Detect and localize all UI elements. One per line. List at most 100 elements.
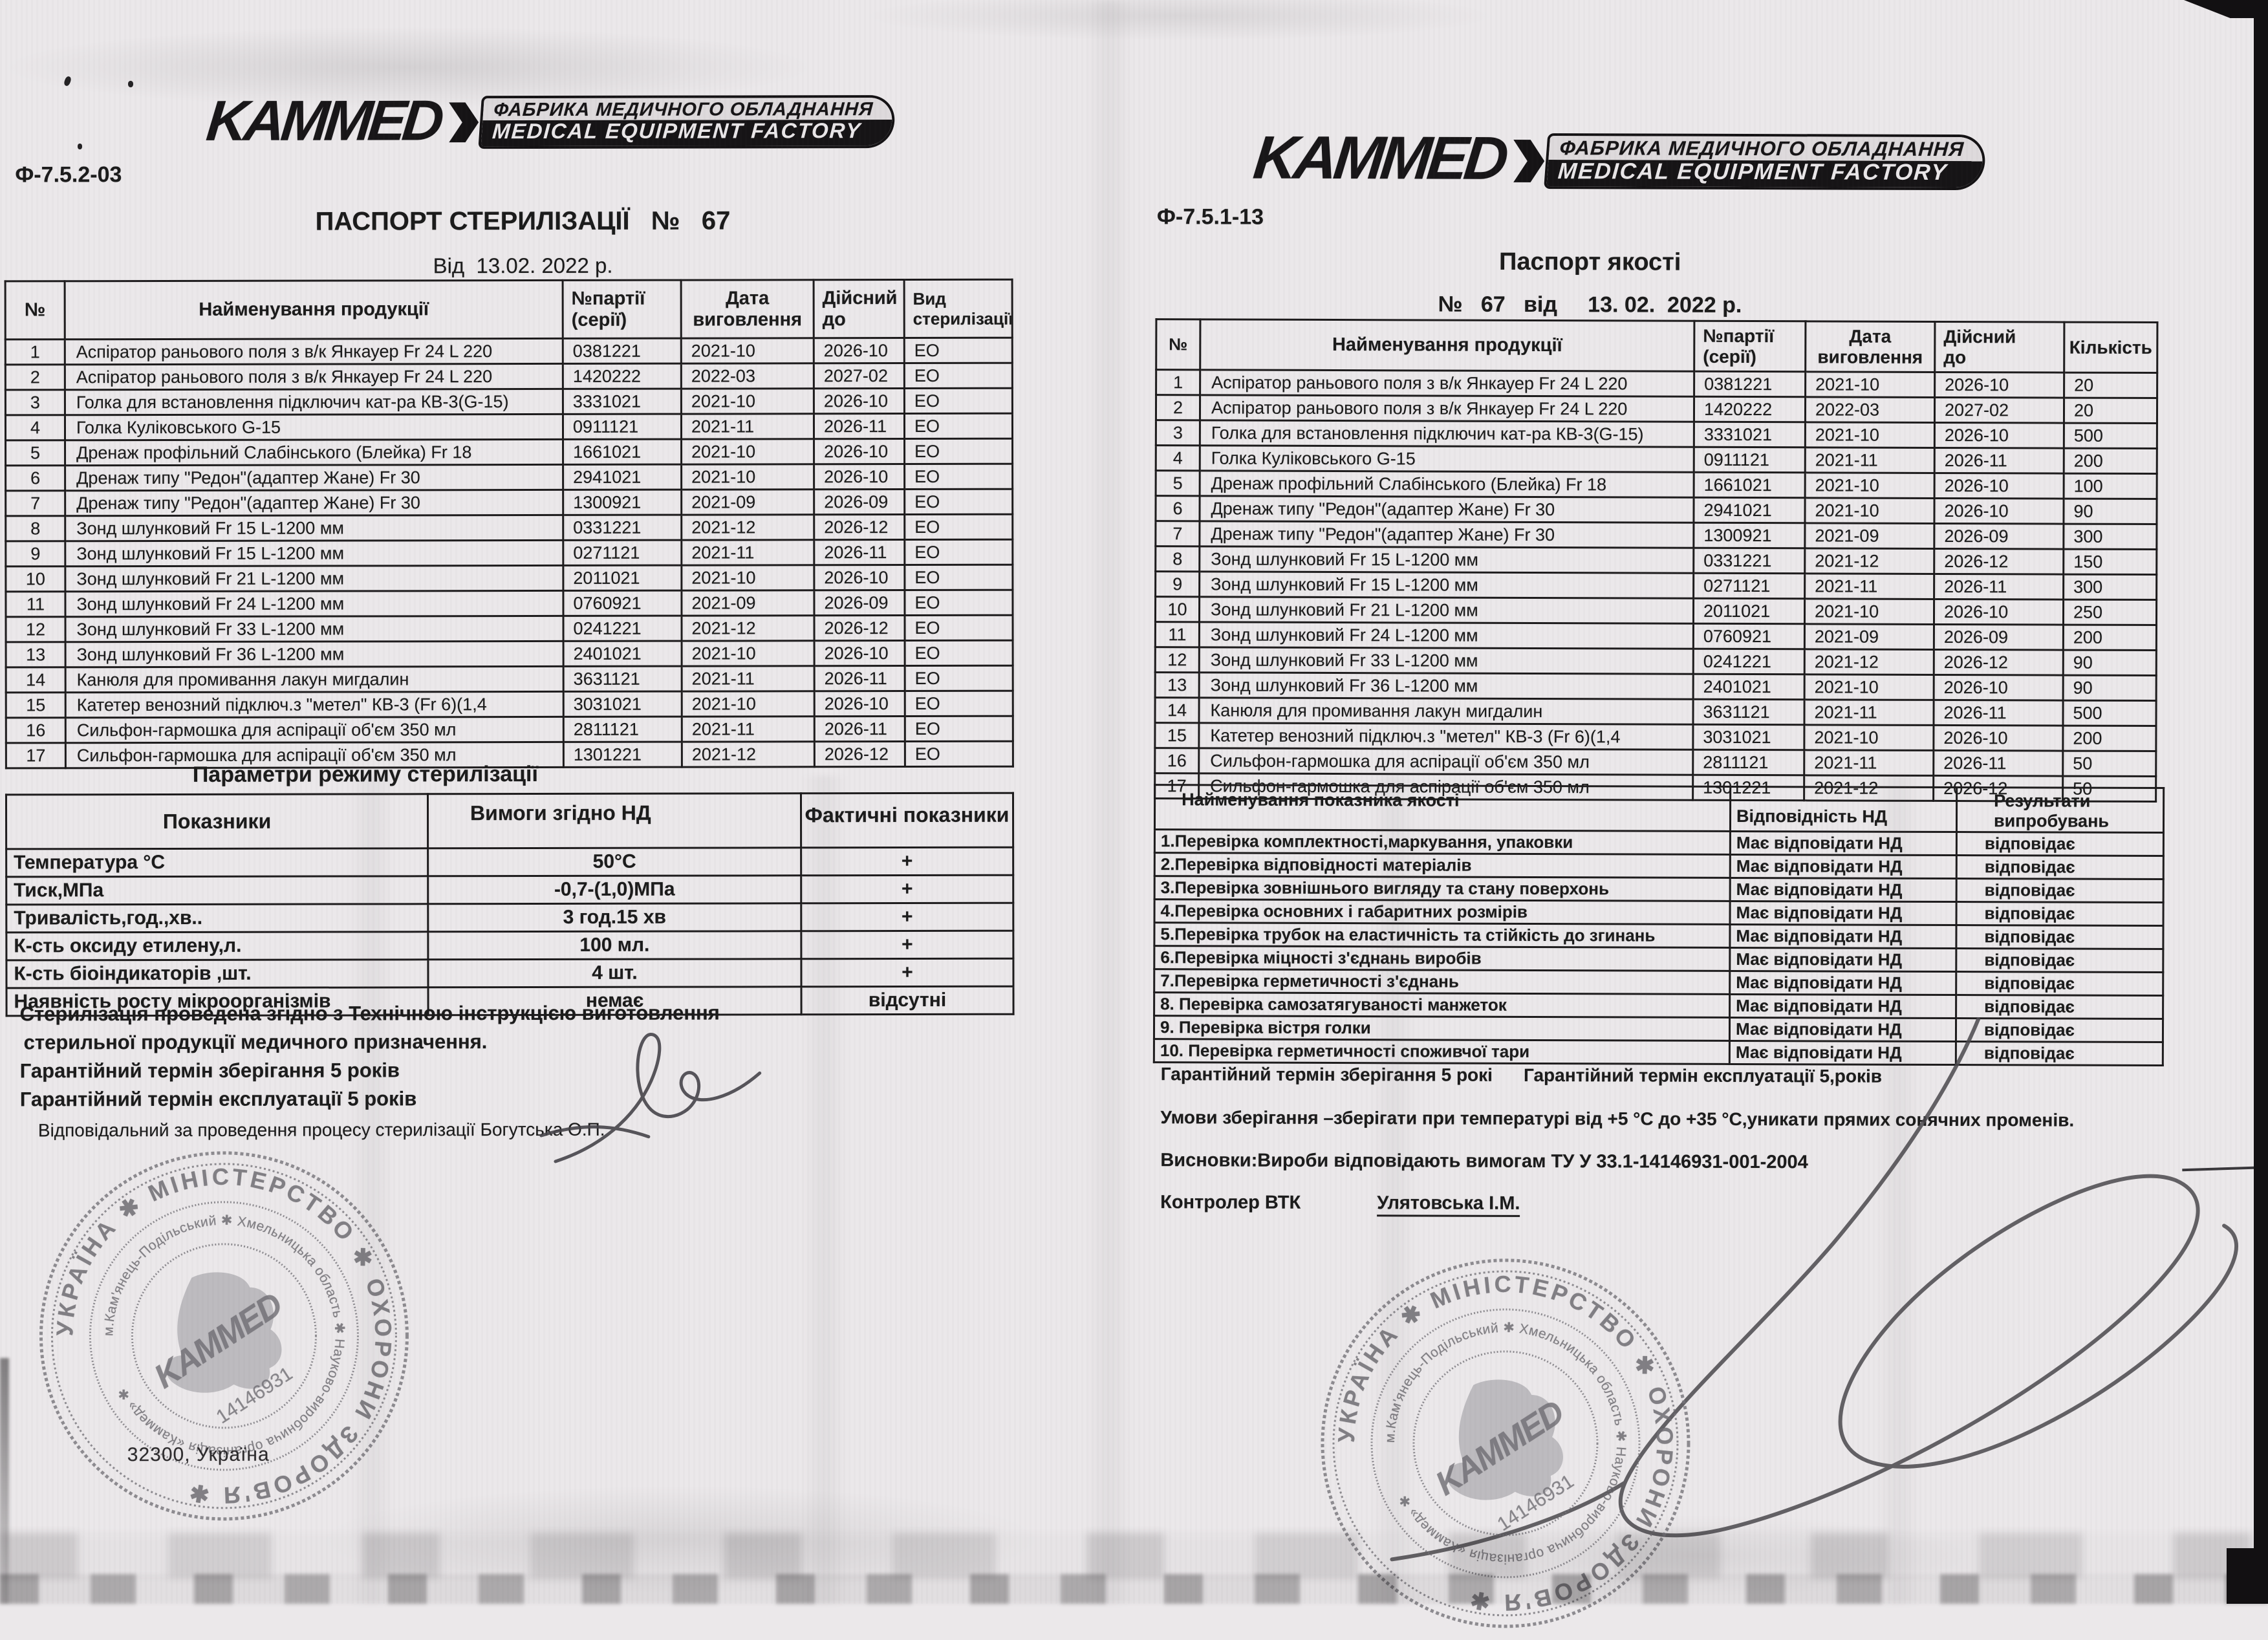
cell-name: Сильфон-гармошка для аспірації об'єм 350… bbox=[65, 717, 564, 743]
banner-line-en: MEDICAL EQUIPMENT FACTORY bbox=[1546, 158, 1983, 188]
quality-row: 7.Перевірка герметичності з'єднань Має ві… bbox=[1154, 969, 2163, 996]
cell-quantity: 500 bbox=[2062, 700, 2157, 726]
product-row: 12 Зонд шлунковий Fr 33 L-1200 мм 0241221 2… bbox=[1155, 647, 2157, 676]
cell-quantity: 200 bbox=[2062, 726, 2156, 751]
cell-sterilization-type: ЕО bbox=[904, 539, 1013, 565]
scan-streak bbox=[349, 776, 394, 1604]
cell-made: 2021-10 bbox=[1805, 371, 1935, 398]
cell-batch: 1420222 bbox=[1694, 396, 1806, 422]
cell-sterilization-type: ЕО bbox=[904, 413, 1013, 439]
scan-corner-bottom-right bbox=[2227, 1548, 2268, 1604]
cell-name: Зонд шлунковий Fr 15 L-1200 мм bbox=[1199, 546, 1694, 574]
logo-banner: ФАБРИКА МЕДИЧНОГО ОБЛАДНАННЯ MEDICAL EQU… bbox=[478, 95, 896, 149]
cell-name: Канюля для промивання лакун мигдалин bbox=[1198, 697, 1694, 725]
quality-row: 2.Перевірка відповідності матеріалів Має … bbox=[1154, 852, 2164, 879]
cell-name: Зонд шлунковий Fr 21 L-1200 мм bbox=[1199, 596, 1694, 624]
cell-batch: 0911121 bbox=[1694, 447, 1806, 473]
cell-name: Сильфон-гармошка для аспірації об'єм 350… bbox=[1198, 748, 1693, 775]
cell-sterilization-type: ЕО bbox=[904, 514, 1013, 540]
cell-batch: 1661021 bbox=[1694, 472, 1806, 498]
product-row: 11 Зонд шлунковий Fr 24 L-1200 мм 0760921 2… bbox=[1155, 621, 2157, 651]
cell-quality-name: 3.Перевірка зовнішнього вигляду та стану… bbox=[1154, 876, 1731, 901]
cell-num: 6 bbox=[1155, 495, 1200, 521]
cell-made: 2021-11 bbox=[1804, 699, 1934, 726]
cell-sterilization-type: ЕО bbox=[904, 590, 1013, 616]
product-row: 8 Зонд шлунковий Fr 15 L-1200 мм 0331221 20… bbox=[1155, 546, 2157, 575]
cell-valid: 2026-10 bbox=[814, 464, 905, 490]
cell-test-result: відповідає bbox=[1956, 855, 2164, 879]
product-row: 11 Зонд шлунковий Fr 24 L-1200 мм 0760921 2… bbox=[5, 590, 1013, 617]
cell-num: 10 bbox=[5, 566, 65, 592]
cell-sterilization-type: ЕО bbox=[905, 691, 1013, 717]
cell-quantity: 500 bbox=[2064, 423, 2157, 449]
cell-name: Аспіратор раньового поля з в/к Янкауер F… bbox=[65, 363, 563, 390]
cell-num: 8 bbox=[5, 515, 65, 541]
product-row: 14 Канюля для промивання лакун мигдалин 36… bbox=[1154, 697, 2157, 726]
col-header-valid: Дійсний до bbox=[1934, 321, 2064, 373]
cell-valid: 2026-09 bbox=[1934, 624, 2064, 651]
cell-name: Аспіратор раньового поля з в/к Янкауер F… bbox=[65, 338, 563, 365]
cell-made: 2021-09 bbox=[1804, 623, 1934, 650]
col-header-batch: №партії (серії) bbox=[1694, 321, 1806, 372]
product-row: 13 Зонд шлунковий Fr 36 L-1200 мм 2401021 2… bbox=[1155, 672, 2157, 701]
product-row: 4 Голка Куліковського G-15 0911121 2021-11 2… bbox=[5, 413, 1013, 440]
cell-name: Дренаж типу "Редон"(адаптер Жане) Fr 30 bbox=[65, 464, 563, 491]
cell-valid: 2027-02 bbox=[814, 363, 905, 389]
cell-valid: 2026-11 bbox=[814, 716, 905, 742]
product-row: 15 Катетер венозний підключ.з "метел" КВ-… bbox=[6, 691, 1013, 718]
product-row: 7 Дренаж типу "Редон"(адаптер Жане) Fr 30… bbox=[1155, 521, 2157, 550]
cell-nd-compliance: Має відповідати НД bbox=[1729, 924, 1957, 949]
cell-valid: 2026-10 bbox=[1934, 372, 2064, 398]
cell-num: 5 bbox=[5, 440, 65, 466]
cell-valid: 2026-11 bbox=[814, 413, 905, 439]
scan-bottom-noise bbox=[0, 1533, 2268, 1578]
product-row: 13 Зонд шлунковий Fr 36 L-1200 мм 2401021 2… bbox=[6, 640, 1013, 667]
scan-speck bbox=[128, 81, 133, 87]
cell-batch: 3331021 bbox=[1694, 422, 1806, 448]
cell-num: 12 bbox=[1155, 647, 1200, 673]
cell-nd-compliance: Має відповідати НД bbox=[1729, 971, 1956, 995]
cell-name: Катетер венозний підключ.з "метел" КВ-3 … bbox=[1198, 722, 1693, 750]
product-row: 16 Сильфон-гармошка для аспірації об'єм 3… bbox=[6, 716, 1013, 743]
cell-made: 2022-03 bbox=[1805, 396, 1935, 423]
cell-num: 10 bbox=[1155, 596, 1200, 622]
cell-name: Голка для встановлення підключич кат-ра … bbox=[65, 389, 563, 415]
product-row: 6 Дренаж типу "Редон"(адаптер Жане) Fr 30… bbox=[1155, 495, 2157, 524]
cell-valid: 2026-12 bbox=[814, 615, 905, 641]
params-col-requirements: Вимоги згідно НД bbox=[427, 793, 801, 848]
cell-made: 2021-12 bbox=[1804, 649, 1934, 675]
cell-name: Зонд шлунковий Fr 15 L-1200 мм bbox=[65, 540, 563, 566]
sterilization-passport-page: KAMMED ФАБРИКА МЕДИЧНОГО ОБЛАДНАННЯ MEDI… bbox=[0, 0, 1075, 1604]
cell-sterilization-type: ЕО bbox=[904, 363, 1013, 389]
cell-num: 15 bbox=[6, 692, 66, 718]
cell-batch: 3631121 bbox=[1692, 699, 1805, 725]
cell-valid: 2026-10 bbox=[1934, 674, 2064, 701]
cell-num: 2 bbox=[1156, 394, 1200, 420]
cell-batch: 0241221 bbox=[1693, 649, 1805, 674]
page-title: ПАСПОРТ СТЕРИЛІЗАЦІЇ № 67 bbox=[315, 206, 731, 236]
cell-sterilization-type: ЕО bbox=[904, 615, 1013, 641]
cell-num: 3 bbox=[1156, 420, 1200, 446]
product-row: 10 Зонд шлунковий Fr 21 L-1200 мм 2011021 2… bbox=[5, 565, 1013, 592]
cell-name: Дренаж типу "Редон"(адаптер Жане) Fr 30 bbox=[1199, 495, 1694, 523]
product-row: 9 Зонд шлунковий Fr 15 L-1200 мм 0271121 20… bbox=[1155, 571, 2157, 600]
cell-num: 1 bbox=[5, 339, 65, 365]
cell-valid: 2026-09 bbox=[814, 489, 905, 515]
cell-made: 2021-10 bbox=[681, 388, 814, 415]
cell-num: 12 bbox=[5, 616, 66, 642]
cell-nd-compliance: Має відповідати НД bbox=[1729, 947, 1956, 972]
product-row: 4 Голка Куліковського G-15 0911121 2021-11 2… bbox=[1156, 445, 2157, 474]
cell-valid: 2026-11 bbox=[1934, 574, 2064, 600]
cell-batch: 3031021 bbox=[1692, 724, 1804, 750]
cell-sterilization-type: ЕО bbox=[905, 716, 1013, 742]
cell-quantity: 250 bbox=[2063, 599, 2157, 625]
cell-valid: 2026-10 bbox=[814, 565, 905, 590]
cell-name: Зонд шлунковий Fr 36 L-1200 мм bbox=[65, 641, 564, 667]
stamp-crest bbox=[166, 1272, 282, 1393]
cell-made: 2021-11 bbox=[1804, 750, 1934, 776]
cell-quantity: 300 bbox=[2063, 574, 2157, 600]
cell-batch: 1661021 bbox=[563, 439, 682, 465]
cell-made: 2021-10 bbox=[681, 565, 814, 591]
quality-col-result: Результати випробувань bbox=[1956, 787, 2164, 833]
cell-valid: 2026-10 bbox=[1934, 422, 2064, 449]
